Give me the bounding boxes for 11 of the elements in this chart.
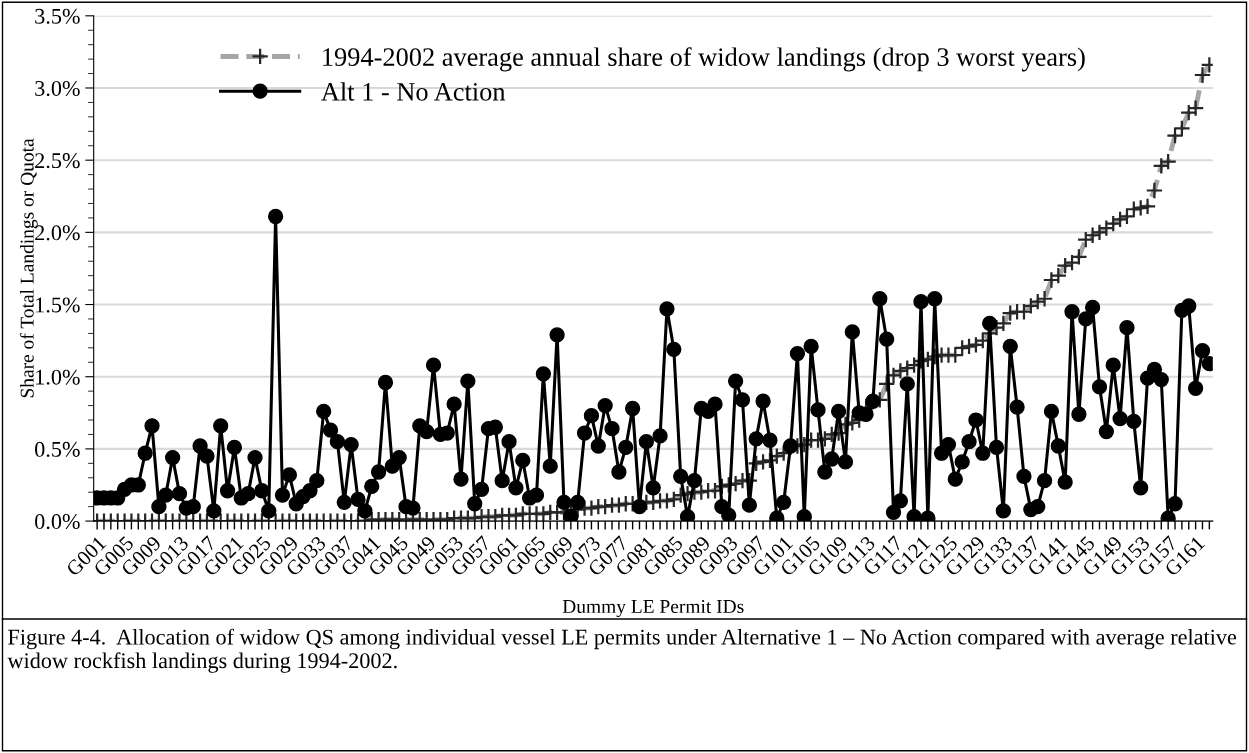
y-tick-label: 3.5%: [35, 8, 80, 24]
x-axis-title: Dummy LE Permit IDs: [562, 599, 744, 618]
y-tick-label: 3.0%: [35, 80, 80, 97]
legend-label: Alt 1 - No Action: [321, 82, 506, 101]
y-tick-label: 1.5%: [36, 297, 80, 313]
legend-label: 1994-2002 average annual share of widow landings (drop 3 worst years): [323, 47, 1085, 72]
y-tick-label: 1.0%: [36, 369, 80, 385]
y-tick-label: 0.0%: [35, 514, 80, 530]
y-tick-label: 2.5%: [35, 153, 80, 169]
caption: Figure 4-4. Allocation of widow QS among individual vessel LE permits under Alternative 1 – No Action compared with average relative widow rockfish landings during 1994-2002.: [7, 628, 1237, 673]
y-tick-label: 0.5%: [35, 441, 80, 457]
